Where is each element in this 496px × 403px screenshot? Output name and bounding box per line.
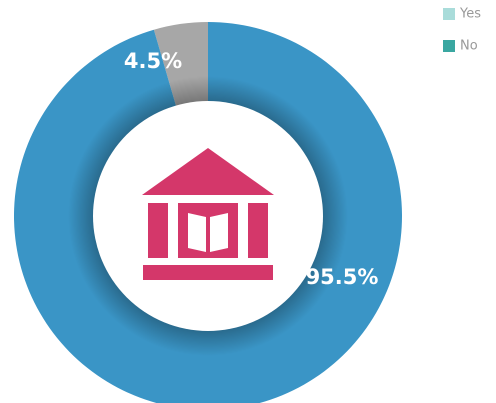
value-label: 4.5%: [124, 49, 182, 73]
value-label: 95.5%: [306, 265, 379, 289]
library-icon: [142, 148, 274, 280]
labels: 4.5% 95.5%: [124, 49, 379, 289]
legend-label: No: [460, 39, 478, 54]
legend: Yes No: [443, 7, 481, 54]
legend-swatch: [443, 8, 455, 20]
legend-label: Yes: [459, 7, 481, 22]
legend-swatch: [443, 40, 455, 52]
